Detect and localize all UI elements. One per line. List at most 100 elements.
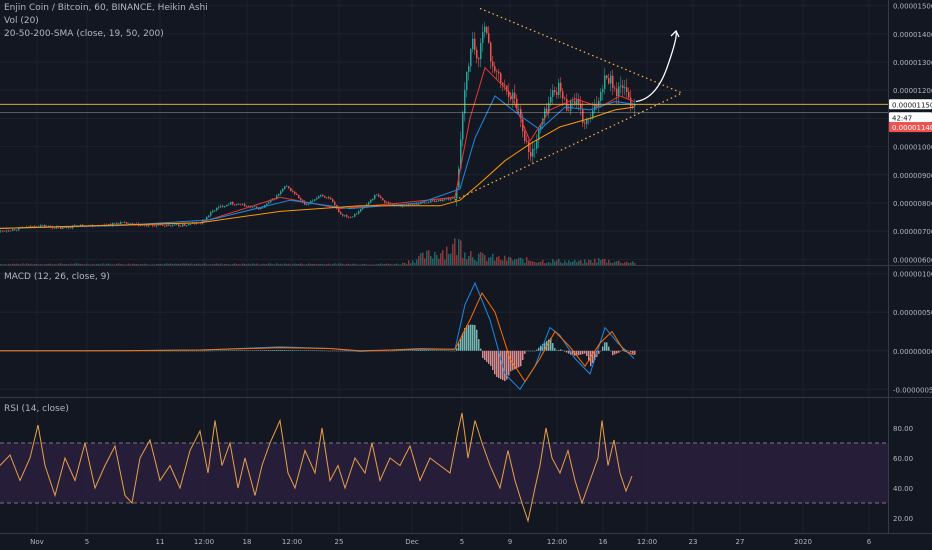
volume-bar [478, 253, 480, 265]
candle-body [284, 186, 286, 190]
volume-bar [174, 263, 176, 265]
macd-histogram-bar [560, 349, 562, 351]
macd-histogram-bar [280, 349, 282, 351]
volume-bar [464, 252, 466, 265]
volume-bar [76, 263, 78, 265]
candle-body [610, 75, 612, 84]
candle-body [500, 73, 502, 83]
candle-body [80, 224, 82, 226]
macd-histogram-bar [320, 350, 322, 352]
macd-histogram-bar [314, 350, 316, 352]
volume-bar [90, 264, 92, 265]
candle-body [538, 129, 540, 141]
macd-histogram-bar [438, 350, 440, 351]
candle-body [342, 214, 344, 216]
time-axis-label: 12:00 [194, 538, 214, 546]
volume-bar [334, 263, 336, 265]
candle-body [386, 202, 388, 203]
macd-histogram-bar [498, 350, 500, 378]
volume-bar [372, 264, 374, 265]
macd-histogram-bar [544, 342, 546, 351]
volume-bar [592, 262, 594, 265]
macd-histogram-bar [176, 350, 178, 352]
candle-body [120, 222, 122, 224]
candle-body [596, 103, 598, 107]
candle-body [392, 203, 394, 206]
macd-histogram-bar [244, 350, 246, 351]
volume-bar [10, 264, 12, 265]
volume-bar [166, 263, 168, 265]
volume-bar [474, 259, 476, 265]
volume-bar [94, 264, 96, 265]
candle-body [428, 202, 430, 204]
macd-histogram-bar [216, 350, 218, 352]
volume-bar [530, 261, 532, 265]
volume-bar [252, 263, 254, 265]
candle-body [532, 148, 534, 157]
candle-body [460, 139, 462, 169]
macd-histogram-bar [248, 350, 250, 351]
candle-body [340, 212, 342, 215]
candle-body [568, 110, 570, 112]
macd-line-1 [0, 281, 635, 391]
volume-bar [322, 263, 324, 265]
macd-histogram-bar [262, 350, 264, 351]
candle-body [418, 203, 420, 205]
candle-body [222, 206, 224, 207]
macd-histogram-bar [168, 350, 170, 352]
volume-bar [286, 263, 288, 265]
volume-bar [218, 264, 220, 265]
macd-histogram-bar [420, 349, 422, 351]
candle-body [256, 206, 258, 208]
volume-bar [8, 263, 10, 265]
candle-body [10, 230, 12, 232]
volume-bar [214, 263, 216, 265]
candle-body [128, 223, 130, 225]
macd-histogram-bar [452, 350, 454, 352]
candle-body [292, 190, 294, 192]
candle-body [180, 226, 182, 227]
macd-histogram-bar [586, 350, 588, 356]
candle-body [276, 195, 278, 200]
macd-histogram-bar [142, 350, 144, 352]
macd-histogram-bar [428, 350, 430, 351]
candle-body [310, 200, 312, 204]
volume-bar [96, 264, 98, 265]
candle-body [530, 152, 532, 157]
volume-bar [596, 262, 598, 265]
macd-histogram-bar [140, 350, 142, 352]
macd-histogram-bar [268, 350, 270, 351]
candle-body [552, 90, 554, 97]
macd-histogram-bar [474, 324, 476, 351]
volume-bar [514, 259, 516, 265]
macd-histogram-bar [332, 350, 334, 352]
volume-bar [510, 257, 512, 265]
volume-bar [544, 263, 546, 265]
volume-bar [244, 263, 246, 265]
macd-axis-label: 0.00000050 [893, 309, 932, 317]
volume-bar [608, 259, 610, 265]
volume-bar [380, 263, 382, 265]
macd-histogram-bar [494, 350, 496, 375]
candle-body [478, 58, 480, 60]
volume-bar [152, 264, 154, 265]
candle-body [30, 226, 32, 228]
volume-bar [324, 264, 326, 265]
macd-histogram-bar [260, 350, 262, 351]
volume-bar [480, 252, 482, 265]
volume-bar [434, 251, 436, 265]
macd-histogram-bar [242, 350, 244, 351]
candle-body [16, 229, 18, 231]
candle-body [214, 210, 216, 211]
volume-bar [156, 264, 158, 265]
candle-body [122, 222, 124, 223]
candle-body [620, 85, 622, 87]
volume-bar [254, 264, 256, 265]
volume-bar [104, 264, 106, 265]
volume-bar [64, 264, 66, 265]
candle-body [600, 92, 602, 101]
volume-bar [22, 263, 24, 265]
price-badge-bg [889, 122, 932, 133]
time-axis-label: Nov [30, 538, 44, 546]
